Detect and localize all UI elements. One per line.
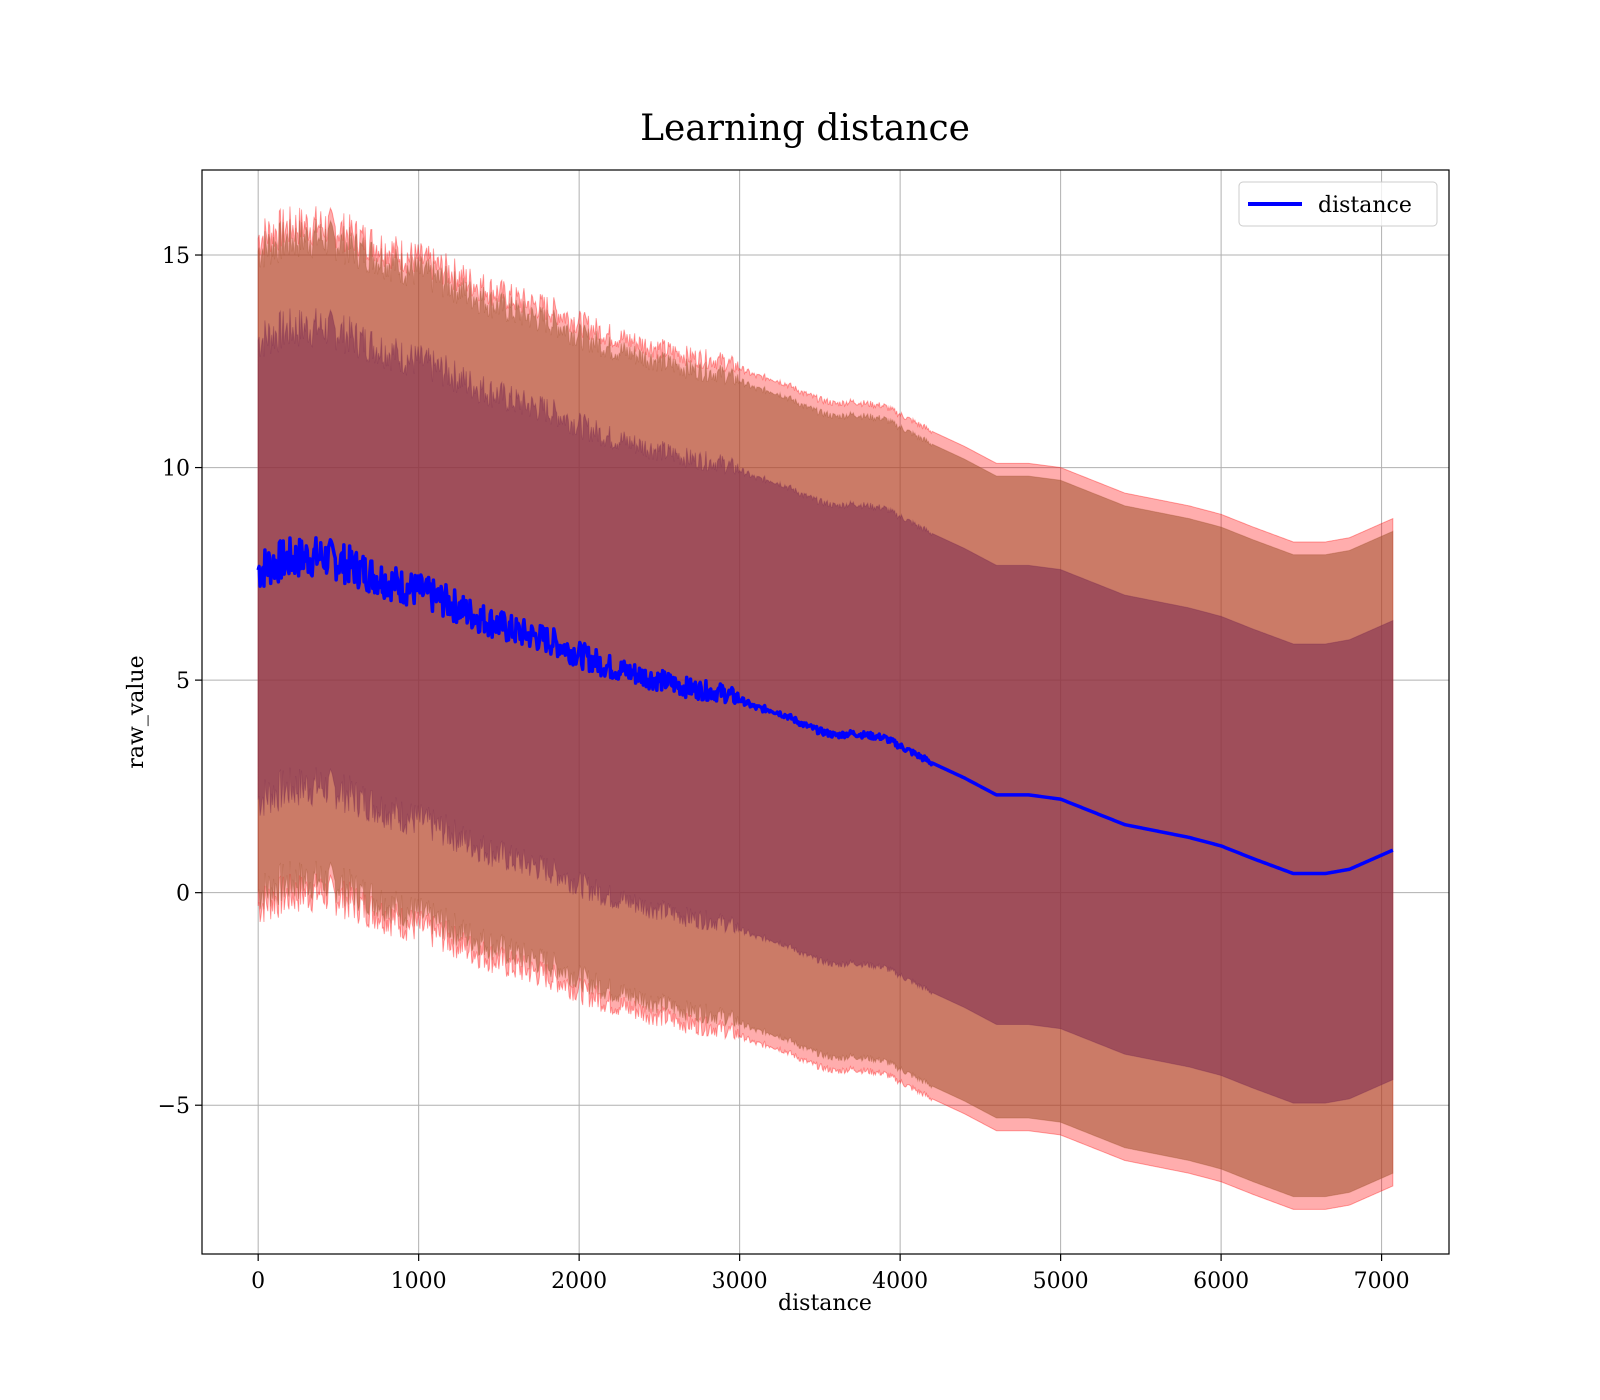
y-tick-label: 5 <box>176 669 190 694</box>
x-axis-label: distance <box>778 1291 872 1316</box>
x-tick-label: 3000 <box>712 1269 768 1294</box>
x-axis-ticks: 0 1000 2000 3000 4000 5000 6000 7000 <box>251 1254 1410 1294</box>
legend-box <box>1238 181 1438 227</box>
legend: distance <box>1238 181 1438 227</box>
y-tick-label: 15 <box>162 244 190 269</box>
y-tick-label: −5 <box>158 1094 190 1119</box>
x-tick-label: 6000 <box>1193 1269 1249 1294</box>
chart-title: Learning distance <box>640 108 970 149</box>
bands <box>257 206 1394 1210</box>
x-tick-label: 1000 <box>391 1269 447 1294</box>
series-lines <box>256 536 1395 876</box>
x-tick-label: 5000 <box>1033 1269 1089 1294</box>
y-tick-label: 0 <box>176 882 190 907</box>
series-line-distance <box>256 536 1395 876</box>
y-axis-label: raw_value <box>124 655 149 768</box>
plot-frame <box>201 169 1450 1255</box>
y-axis-ticks: −5 0 5 10 15 <box>158 244 202 1119</box>
band-inner <box>257 308 1394 1104</box>
legend-entry-distance: distance <box>1318 193 1412 218</box>
y-tick-label: 10 <box>162 457 190 482</box>
x-tick-label: 7000 <box>1354 1269 1410 1294</box>
x-tick-label: 0 <box>251 1269 265 1294</box>
x-tick-label: 4000 <box>872 1269 928 1294</box>
x-tick-label: 2000 <box>551 1269 607 1294</box>
